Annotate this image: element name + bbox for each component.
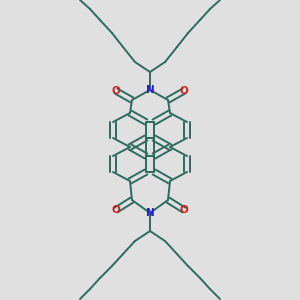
Text: N: N <box>146 85 154 95</box>
Text: O: O <box>180 205 188 215</box>
Text: O: O <box>112 86 120 96</box>
Text: N: N <box>146 208 154 218</box>
Text: O: O <box>180 86 188 96</box>
Text: O: O <box>112 205 120 215</box>
